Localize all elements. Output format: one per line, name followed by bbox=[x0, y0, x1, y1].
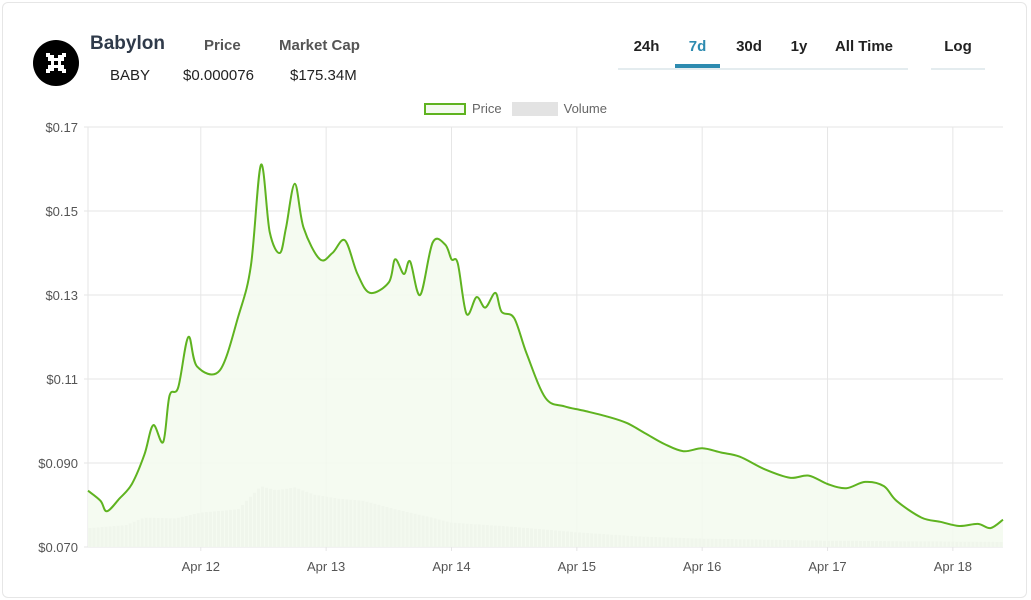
y-tick-label: $0.13 bbox=[45, 288, 78, 303]
x-tick-label: Apr 13 bbox=[307, 559, 345, 574]
tab-24h[interactable]: 24h bbox=[633, 38, 660, 55]
coin-symbol: BABY bbox=[110, 67, 151, 84]
x-tick-label: Apr 16 bbox=[683, 559, 721, 574]
y-tick-label: $0.15 bbox=[45, 204, 78, 219]
x-tick-label: Apr 18 bbox=[934, 559, 972, 574]
legend-price[interactable]: Price bbox=[424, 101, 502, 116]
legend-volume-swatch bbox=[511, 101, 558, 116]
x-tick-label: Apr 12 bbox=[182, 559, 220, 574]
tab-30d[interactable]: 30d bbox=[736, 38, 762, 55]
log-scale-toggle[interactable]: Log bbox=[931, 30, 985, 70]
marketcap-value: $175.34M bbox=[290, 67, 357, 84]
price-line bbox=[87, 163, 1004, 530]
coin-name: Babylon bbox=[90, 33, 165, 54]
legend-price-label: Price bbox=[472, 101, 502, 116]
x-tick-label: Apr 17 bbox=[808, 559, 846, 574]
chart-legend: Price Volume bbox=[0, 101, 1031, 116]
price-value: $0.000076 bbox=[183, 67, 254, 84]
x-tick-label: Apr 15 bbox=[558, 559, 596, 574]
price-label: Price bbox=[204, 37, 241, 54]
timeframe-tabs: 24h 7d 30d 1y All Time bbox=[618, 30, 908, 70]
legend-volume[interactable]: Volume bbox=[511, 101, 607, 116]
legend-price-swatch bbox=[424, 102, 466, 115]
x-tick-label: Apr 14 bbox=[432, 559, 470, 574]
legend-volume-label: Volume bbox=[563, 101, 607, 116]
marketcap-label: Market Cap bbox=[279, 37, 360, 54]
y-tick-label: $0.17 bbox=[45, 120, 78, 135]
tab-7d[interactable]: 7d bbox=[675, 30, 720, 68]
babylon-logo-icon bbox=[33, 40, 79, 86]
tab-1y[interactable]: 1y bbox=[790, 38, 808, 55]
babylon-mark-icon bbox=[46, 53, 66, 73]
price-area bbox=[88, 164, 1003, 547]
tab-all-time[interactable]: All Time bbox=[834, 38, 894, 55]
y-tick-label: $0.11 bbox=[46, 372, 78, 387]
y-tick-label: $0.070 bbox=[38, 540, 78, 555]
y-tick-label: $0.090 bbox=[38, 456, 78, 471]
